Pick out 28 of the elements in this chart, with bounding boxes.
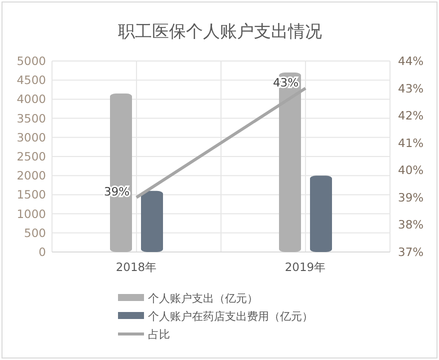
- y-tick-label: 1500: [16, 188, 46, 202]
- y-tick-label: 2500: [16, 150, 46, 164]
- y2-tick-label: 44%: [398, 54, 424, 68]
- bar: [310, 176, 332, 252]
- y2-tick-label: 41%: [398, 136, 424, 150]
- bar: [141, 190, 163, 252]
- y-tick-label: 1000: [16, 206, 46, 221]
- y2-tick-label: 42%: [398, 108, 424, 123]
- y-tick-label: 500: [24, 226, 46, 240]
- data-label: 43%: [272, 75, 299, 90]
- y-tick-label: 2000: [16, 168, 46, 183]
- y-tick-label: 4000: [16, 92, 46, 106]
- y-tick-label: 3500: [16, 111, 46, 126]
- legend-label: 个人账户支出（亿元）: [148, 292, 258, 305]
- legend-label: 个人账户在药店支出费用（亿元）: [148, 310, 313, 323]
- y-tick-label: 5000: [16, 54, 46, 68]
- y2-tick-label: 40%: [398, 163, 424, 178]
- y-tick-label: 0: [38, 245, 46, 259]
- y-tick-label: 4500: [16, 73, 46, 88]
- y2-tick-label: 37%: [398, 245, 424, 259]
- chart-title: 职工医保个人账户支出情况: [118, 22, 322, 42]
- x-tick-label: 2018年: [116, 260, 158, 274]
- x-tick-label: 2019年: [284, 260, 326, 274]
- y2-tick-label: 39%: [398, 190, 424, 204]
- y-tick-label: 3000: [16, 130, 46, 144]
- y2-tick-label: 43%: [398, 81, 424, 96]
- legend-label: 占比: [148, 328, 170, 341]
- y2-tick-label: 38%: [398, 218, 424, 232]
